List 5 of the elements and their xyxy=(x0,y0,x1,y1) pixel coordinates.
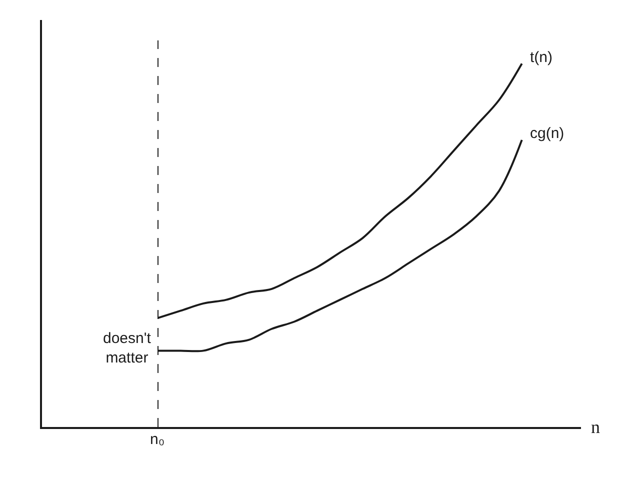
text: n₀ xyxy=(150,431,165,448)
series-label: t(n) xyxy=(530,49,553,66)
annotation: doesn't matter xyxy=(103,330,152,366)
series-label: cg(n) xyxy=(530,125,564,142)
x-axis-title: n xyxy=(591,417,600,437)
